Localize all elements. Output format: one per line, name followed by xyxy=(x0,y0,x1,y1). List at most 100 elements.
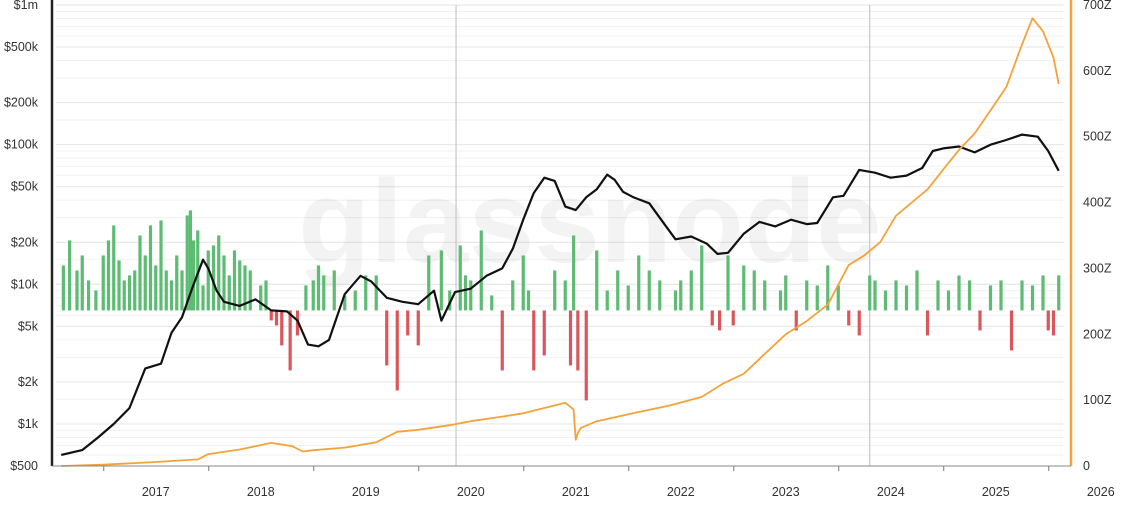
bar-positive xyxy=(343,295,347,311)
bar-positive xyxy=(605,290,609,311)
bar-positive xyxy=(967,280,972,311)
bar-positive xyxy=(469,280,473,311)
bar-positive xyxy=(946,290,951,311)
bar-positive xyxy=(904,285,909,311)
y-left-tick-label: $1k xyxy=(18,417,39,431)
bar-positive xyxy=(616,270,620,311)
bar-positive xyxy=(259,285,263,311)
bar-positive xyxy=(206,250,210,311)
bar-positive xyxy=(159,220,163,311)
bar-negative xyxy=(925,310,930,336)
y-right-tick-label: 100Z xyxy=(1083,393,1112,407)
bar-positive xyxy=(322,275,326,311)
bar-positive xyxy=(957,275,961,311)
y-left-tick-label: $1m xyxy=(14,0,38,12)
bar-positive xyxy=(679,280,683,311)
y-left-tick-label: $100k xyxy=(4,138,39,152)
y-right-tick-label: 600Z xyxy=(1083,64,1112,78)
bar-positive xyxy=(572,235,576,311)
x-tick-label: 2023 xyxy=(772,485,800,499)
x-tick-label: 2020 xyxy=(457,485,485,499)
y-left-tick-label: $200k xyxy=(4,96,39,110)
bar-positive xyxy=(883,290,888,311)
x-tick-label: 2024 xyxy=(877,485,905,499)
bar-positive xyxy=(75,270,79,311)
bar-positive xyxy=(526,290,531,311)
bar-positive xyxy=(553,270,557,311)
bar-positive xyxy=(778,290,783,311)
bar-negative xyxy=(731,310,735,326)
x-tick-label: 2022 xyxy=(667,485,695,499)
bar-positive xyxy=(763,280,767,311)
bar-positive xyxy=(427,255,431,311)
bar-positive xyxy=(689,270,693,311)
bar-negative xyxy=(978,310,982,331)
bar-positive xyxy=(894,280,898,311)
bar-positive xyxy=(673,290,678,311)
y-right-tick-label: 0 xyxy=(1083,459,1090,473)
bar-negative xyxy=(416,310,420,346)
bar-positive xyxy=(752,270,756,311)
bar-positive xyxy=(700,245,704,311)
bar-positive xyxy=(999,280,1003,311)
bar-negative xyxy=(568,310,573,366)
bar-positive xyxy=(211,245,216,311)
bar-series xyxy=(61,210,1061,401)
bar-positive xyxy=(873,280,877,311)
bar-positive xyxy=(86,280,91,311)
bar-negative xyxy=(1051,310,1056,336)
bar-negative xyxy=(1046,310,1050,331)
bar-positive xyxy=(511,280,515,311)
bar-positive xyxy=(238,260,242,311)
bar-positive xyxy=(143,255,147,311)
bar-negative xyxy=(385,310,389,366)
bar-negative xyxy=(718,310,722,331)
bar-positive xyxy=(217,235,221,311)
bar-negative xyxy=(269,310,273,321)
bar-positive xyxy=(521,255,525,311)
bar-positive xyxy=(637,255,641,311)
bar-positive xyxy=(490,295,494,311)
bar-negative xyxy=(280,310,284,346)
bar-positive xyxy=(448,290,452,311)
watermark: glassnode xyxy=(298,156,882,288)
bar-positive xyxy=(988,285,993,311)
bar-negative xyxy=(710,310,714,326)
bar-negative xyxy=(576,310,580,371)
bar-positive xyxy=(80,255,84,311)
bar-positive xyxy=(122,280,126,311)
bar-positive xyxy=(185,215,189,311)
bar-positive xyxy=(647,270,651,311)
bar-positive xyxy=(374,275,378,311)
bar-positive xyxy=(332,270,336,311)
bar-positive xyxy=(222,255,226,311)
bar-positive xyxy=(316,265,321,311)
bar-positive xyxy=(154,265,158,311)
cumulative-line xyxy=(61,17,1060,467)
bar-negative xyxy=(584,310,588,401)
line-series xyxy=(60,17,1060,467)
bar-negative xyxy=(406,310,410,336)
bar-positive xyxy=(227,275,231,311)
bar-positive xyxy=(458,245,462,311)
bar-positive xyxy=(626,285,630,311)
bar-positive xyxy=(805,280,809,311)
bar-positive xyxy=(148,225,153,311)
x-tick-label: 2019 xyxy=(352,485,380,499)
bar-positive xyxy=(175,255,179,311)
y-right-tick-label: 400Z xyxy=(1083,196,1112,210)
bar-positive xyxy=(61,265,65,311)
bar-positive xyxy=(1020,280,1024,311)
bar-positive xyxy=(1030,285,1035,311)
bar-negative xyxy=(542,310,546,356)
bar-positive xyxy=(563,280,567,311)
bar-positive xyxy=(180,270,184,311)
y-right-tick-label: 300Z xyxy=(1083,261,1112,275)
x-tick-label: 2018 xyxy=(247,485,275,499)
vertical-markers xyxy=(455,5,871,466)
bar-positive xyxy=(595,250,599,311)
bar-positive xyxy=(201,285,205,311)
axes xyxy=(50,0,1073,471)
bar-negative xyxy=(857,310,861,336)
